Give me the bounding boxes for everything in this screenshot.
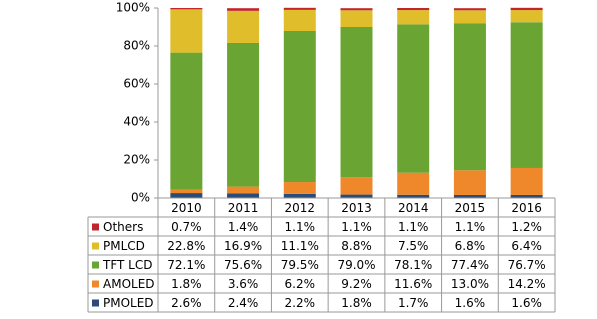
bar-segment bbox=[510, 22, 543, 168]
bar-segment bbox=[170, 52, 203, 190]
table-value: 6.4% bbox=[511, 239, 542, 253]
bar-segment bbox=[283, 193, 316, 198]
legend-label: PMLCD bbox=[103, 239, 145, 253]
table-value: 16.9% bbox=[224, 239, 262, 253]
bar-segment bbox=[227, 193, 260, 198]
table-value: 3.6% bbox=[228, 277, 259, 291]
table-value: 78.1% bbox=[394, 258, 432, 272]
table-value: 79.0% bbox=[337, 258, 375, 272]
x-tick-label: 2014 bbox=[398, 201, 429, 215]
table-value: 7.5% bbox=[398, 239, 429, 253]
bar-segment bbox=[510, 194, 543, 198]
legend-label: TFT LCD bbox=[102, 258, 152, 272]
table-value: 11.6% bbox=[394, 277, 432, 291]
legend-swatch bbox=[92, 223, 99, 231]
y-tick-label: 40% bbox=[123, 115, 150, 129]
bar-segment bbox=[453, 170, 486, 195]
table-value: 6.2% bbox=[285, 277, 316, 291]
table-value: 2.4% bbox=[228, 296, 259, 310]
bar-segment bbox=[510, 10, 543, 23]
table-value: 77.4% bbox=[451, 258, 489, 272]
table-value: 6.8% bbox=[455, 239, 486, 253]
bar-segment bbox=[510, 7, 543, 11]
bar-segment bbox=[227, 8, 260, 11]
legend-label: AMOLED bbox=[103, 277, 155, 291]
legend-swatch bbox=[92, 242, 99, 250]
bar-segment bbox=[340, 177, 373, 195]
x-tick-label: 2016 bbox=[511, 201, 542, 215]
bar-segment bbox=[397, 8, 430, 11]
table-value: 2.6% bbox=[171, 296, 202, 310]
table-value: 72.1% bbox=[167, 258, 205, 272]
bar-segment bbox=[510, 167, 543, 195]
table-value: 1.6% bbox=[455, 296, 486, 310]
legend-swatch bbox=[92, 261, 99, 269]
table-value: 2.2% bbox=[285, 296, 316, 310]
bar-segment bbox=[170, 189, 203, 194]
bar-segment bbox=[170, 9, 203, 53]
y-tick-label: 0% bbox=[131, 191, 150, 205]
table-value: 22.8% bbox=[167, 239, 205, 253]
table-value: 1.4% bbox=[228, 220, 259, 234]
bar-segment bbox=[283, 30, 316, 183]
table-value: 76.7% bbox=[508, 258, 546, 272]
x-tick-label: 2012 bbox=[285, 201, 316, 215]
legend-swatch bbox=[92, 299, 99, 307]
table-value: 9.2% bbox=[341, 277, 372, 291]
bar-segment bbox=[227, 186, 260, 194]
bar-segment bbox=[340, 10, 373, 28]
x-tick-label: 2011 bbox=[228, 201, 259, 215]
bar-segment bbox=[397, 172, 430, 195]
table-value: 79.5% bbox=[281, 258, 319, 272]
table-value: 1.2% bbox=[511, 220, 542, 234]
y-tick-label: 100% bbox=[116, 1, 150, 15]
bar-segment bbox=[453, 10, 486, 24]
table-value: 1.8% bbox=[171, 277, 202, 291]
table-value: 14.2% bbox=[508, 277, 546, 291]
table-value: 1.1% bbox=[455, 220, 486, 234]
legend-swatch bbox=[92, 280, 99, 288]
x-tick-label: 2010 bbox=[171, 201, 202, 215]
table-value: 1.6% bbox=[511, 296, 542, 310]
y-tick-label: 20% bbox=[123, 153, 150, 167]
y-tick-label: 80% bbox=[123, 39, 150, 53]
bar-segment bbox=[283, 182, 316, 194]
bar-segment bbox=[453, 194, 486, 198]
legend-label: Others bbox=[103, 220, 143, 234]
table-value: 1.1% bbox=[285, 220, 316, 234]
legend-label: PMOLED bbox=[103, 296, 154, 310]
bar-segment bbox=[227, 10, 260, 43]
bar-segment bbox=[397, 24, 430, 173]
bar-segment bbox=[170, 193, 203, 198]
bar-segment bbox=[283, 9, 316, 31]
bar-segment bbox=[340, 27, 373, 178]
table-value: 13.0% bbox=[451, 277, 489, 291]
table-value: 0.7% bbox=[171, 220, 202, 234]
bar-segment bbox=[453, 23, 486, 171]
bar-segment bbox=[170, 8, 203, 10]
bar-segment bbox=[397, 10, 430, 25]
table-value: 8.8% bbox=[341, 239, 372, 253]
bar-segment bbox=[227, 42, 260, 187]
bar-segment bbox=[340, 8, 373, 11]
table-value: 11.1% bbox=[281, 239, 319, 253]
x-tick-label: 2013 bbox=[341, 201, 372, 215]
bar-segment bbox=[283, 7, 316, 10]
y-tick-label: 60% bbox=[123, 77, 150, 91]
table-value: 1.8% bbox=[341, 296, 372, 310]
table-value: 1.1% bbox=[398, 220, 429, 234]
x-tick-label: 2015 bbox=[455, 201, 486, 215]
table-value: 1.7% bbox=[398, 296, 429, 310]
table-value: 75.6% bbox=[224, 258, 262, 272]
bar-segment bbox=[397, 194, 430, 198]
bar-segment bbox=[453, 8, 486, 11]
table-value: 1.1% bbox=[341, 220, 372, 234]
bar-segment bbox=[340, 194, 373, 198]
